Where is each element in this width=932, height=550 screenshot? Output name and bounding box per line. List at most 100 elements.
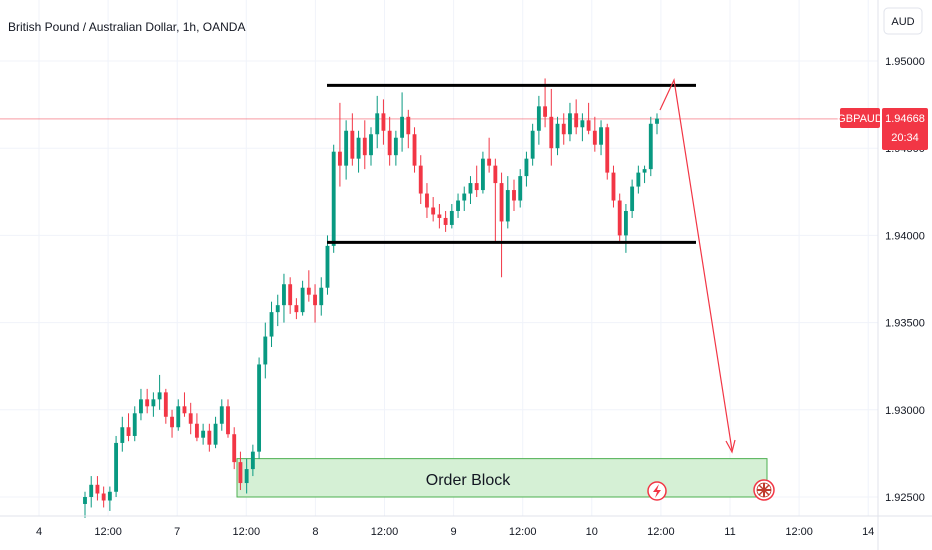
candle-body	[505, 190, 510, 222]
candle-body	[599, 127, 603, 145]
candle-body	[350, 130, 355, 159]
candle	[145, 388, 150, 414]
candle	[275, 294, 280, 327]
candle-body	[393, 137, 398, 156]
candle	[437, 204, 442, 229]
drawings-layer	[327, 77, 736, 454]
candle	[337, 102, 342, 187]
uk-flag-icon[interactable]	[753, 479, 775, 501]
candle	[555, 116, 560, 156]
candle	[418, 155, 423, 205]
candle	[623, 204, 628, 253]
last-price-label: 1.94668	[885, 113, 925, 125]
candle-body	[313, 294, 317, 306]
candle-body	[269, 312, 274, 337]
candle	[512, 179, 516, 211]
candle-body	[456, 200, 460, 211]
candle-body	[132, 413, 137, 436]
candle-body	[412, 134, 417, 166]
time-tick-label: 7	[174, 526, 180, 538]
candle-body	[406, 116, 411, 135]
candle-body	[586, 120, 591, 131]
candle-body	[244, 469, 249, 484]
candle	[101, 486, 106, 508]
candle-body	[232, 434, 237, 463]
candle	[120, 416, 125, 452]
price-tick-label: 1.94000	[885, 230, 925, 242]
candle-body	[263, 336, 268, 365]
candle-body	[362, 137, 367, 156]
candle	[89, 476, 94, 508]
candle	[431, 197, 436, 222]
candle-body	[219, 406, 224, 424]
candle	[536, 95, 541, 145]
candle-body	[574, 113, 579, 128]
candle-body	[536, 106, 541, 131]
candle	[306, 270, 311, 302]
candle	[568, 102, 572, 142]
candle	[369, 127, 373, 166]
candle-body	[381, 113, 386, 131]
time-tick-label: 9	[451, 526, 457, 538]
candle	[294, 298, 299, 320]
candle	[518, 169, 523, 208]
time-tick-label: 12:00	[233, 526, 261, 538]
candle	[493, 158, 498, 243]
candle	[207, 423, 212, 452]
candle-body	[512, 190, 516, 201]
candle	[655, 113, 659, 135]
candle	[468, 176, 473, 205]
candle	[362, 120, 367, 170]
candle-body	[157, 392, 162, 400]
time-axis[interactable]: 4 12:00 7 12:00 8 12:00 9 12:00 10 12:00 11 12:00 14	[0, 515, 932, 538]
candle	[350, 113, 355, 166]
candle	[269, 301, 274, 348]
lightning-icon[interactable]	[647, 481, 667, 501]
candles	[83, 78, 659, 518]
candle-body	[636, 172, 641, 187]
candle	[425, 183, 429, 218]
candle-body	[462, 193, 467, 201]
projection-arrow[interactable]	[659, 77, 733, 451]
candle	[642, 165, 647, 184]
currency-label: AUD	[891, 16, 914, 28]
candle	[176, 399, 181, 431]
candle	[586, 102, 591, 135]
symbol-badge: GBPAUD	[837, 113, 883, 125]
arrow-head	[725, 439, 736, 454]
candle-body	[319, 287, 324, 306]
candle-body	[480, 158, 485, 191]
candle-body	[257, 364, 262, 452]
candle-body	[431, 207, 436, 215]
candle	[599, 120, 603, 156]
order-block-zone[interactable]	[236, 458, 768, 498]
candle-body	[238, 462, 243, 484]
candle-body	[89, 484, 94, 497]
time-tick-label: 4	[36, 526, 42, 538]
candle-body	[375, 113, 380, 135]
candle-body	[468, 183, 473, 194]
candle	[580, 113, 585, 142]
price-axis[interactable]: 1.950001.945001.940001.935001.930001.925…	[877, 0, 925, 550]
candle-body	[337, 151, 342, 166]
candle	[393, 130, 398, 166]
candle-body	[530, 130, 535, 159]
candle-body	[163, 392, 168, 417]
candle	[487, 137, 492, 173]
candle	[95, 476, 100, 501]
time-tick-label: 14	[862, 526, 874, 538]
candle-body	[95, 484, 100, 494]
order-block-layer	[236, 458, 768, 498]
currency-button[interactable]: AUD	[883, 7, 923, 35]
candle-body	[592, 130, 597, 145]
candle-body	[151, 399, 156, 407]
candle	[325, 235, 330, 295]
candle	[282, 273, 286, 323]
candle	[83, 491, 87, 518]
candle	[574, 99, 579, 135]
candle	[331, 144, 336, 253]
candle	[412, 127, 417, 173]
time-tick-label: 12:00	[509, 526, 537, 538]
candle-body	[630, 186, 635, 211]
